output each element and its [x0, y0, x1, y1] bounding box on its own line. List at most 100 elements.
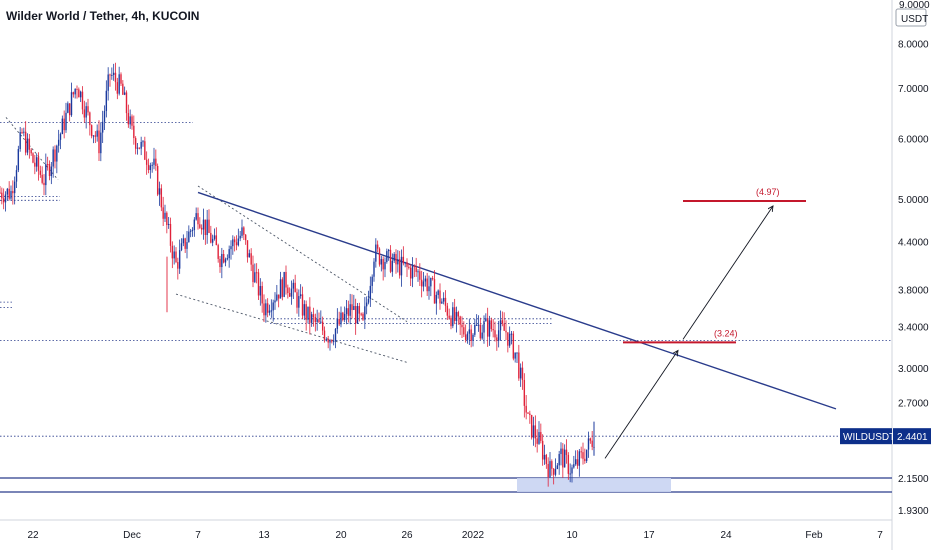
candle-body [83, 109, 86, 118]
candle-body [277, 294, 280, 299]
candle-body [270, 310, 273, 312]
candle-body [182, 238, 185, 244]
candle-body [61, 118, 64, 134]
candle-body [589, 438, 592, 441]
candle-body [35, 157, 38, 167]
candle-body [351, 304, 353, 310]
candle-body [398, 259, 401, 276]
candle-body [294, 282, 296, 293]
candle-body [364, 306, 366, 320]
time-tick-label: Dec [123, 530, 141, 541]
candle-body [28, 138, 31, 150]
candle-body [105, 90, 108, 112]
candle-body [292, 282, 295, 289]
candle-body [125, 92, 128, 114]
candle-body [188, 231, 190, 243]
candle-body [389, 249, 392, 272]
candle-body [459, 316, 461, 325]
candle-body [151, 164, 153, 166]
candle-body [37, 157, 40, 171]
candle-body [327, 339, 329, 343]
candle-body [442, 297, 445, 302]
time-tick-label: 7 [195, 530, 201, 541]
candle-body [175, 251, 177, 263]
candle-body [283, 272, 285, 297]
candle-body [532, 425, 535, 438]
candle-body [475, 324, 478, 326]
price-tick-label: 8.0000 [898, 40, 929, 51]
price-tag-value-bg [893, 428, 931, 445]
candle-body [547, 463, 549, 478]
time-tick-label: 17 [643, 530, 655, 541]
candle-body [195, 213, 197, 220]
candle-body [318, 319, 320, 323]
price-tag-symbol: WILDUSDT [843, 432, 895, 443]
candle-body [426, 278, 428, 292]
candle-body [551, 461, 553, 469]
candle-body [78, 89, 80, 98]
candle-body [562, 448, 564, 468]
price-tick-label: 4.4000 [898, 237, 929, 248]
candle-body [461, 324, 463, 328]
candle-body [585, 449, 588, 462]
projection-arrow [604, 350, 678, 459]
candle-body [76, 88, 78, 90]
candle-body [145, 159, 148, 165]
candle-body [180, 243, 183, 251]
price-tick-label: 3.4000 [898, 322, 929, 333]
price-tick-top: 9.0000 [899, 0, 930, 11]
candle-body [101, 121, 104, 133]
time-tick-label: 10 [566, 530, 578, 541]
candle-body [345, 308, 348, 315]
candle-body [274, 300, 276, 303]
candle-body [521, 367, 524, 380]
candle-body [252, 264, 254, 283]
candle-body [338, 318, 340, 325]
candle-body [419, 271, 421, 280]
candle-body [239, 235, 241, 239]
candle-body [43, 182, 45, 186]
candle-body [490, 320, 493, 330]
candle-body [457, 312, 460, 317]
candle-body [452, 307, 454, 327]
candle-body [417, 271, 419, 273]
candle-body [34, 162, 36, 167]
candle-body [558, 454, 560, 466]
time-tick-label: 24 [720, 530, 732, 541]
candle-body [288, 293, 291, 297]
candle-body [213, 235, 216, 239]
unit-label: USDT [901, 14, 928, 25]
candle-body [305, 304, 307, 320]
candle-body [422, 281, 425, 287]
candle-body [314, 317, 317, 322]
candle-body [186, 242, 188, 249]
candle-body [376, 244, 379, 249]
candle-body [114, 72, 117, 83]
candle-body [153, 158, 155, 165]
price-tick-label: 2.7000 [898, 399, 929, 410]
candle-body [578, 451, 581, 466]
candle-body [6, 188, 9, 195]
candle-body [299, 294, 302, 297]
candle-body [67, 103, 69, 113]
candle-body [30, 149, 32, 154]
candle-body [534, 425, 537, 439]
candle-body [59, 133, 62, 140]
candle-body [424, 278, 427, 282]
candle-body [591, 440, 593, 447]
candle-body [582, 452, 584, 459]
target-label-2: (4.97) [756, 187, 780, 197]
candle-body [567, 454, 570, 474]
candle-body [160, 188, 163, 208]
candle-body [46, 164, 49, 166]
candle-body [111, 74, 113, 76]
candle-body [1, 192, 3, 199]
candle-body [131, 116, 133, 126]
candle-body [140, 141, 142, 149]
price-tick-label: 2.1500 [898, 474, 929, 485]
candle-body [226, 258, 229, 260]
candle-body [455, 312, 458, 322]
candle-body [171, 245, 174, 259]
